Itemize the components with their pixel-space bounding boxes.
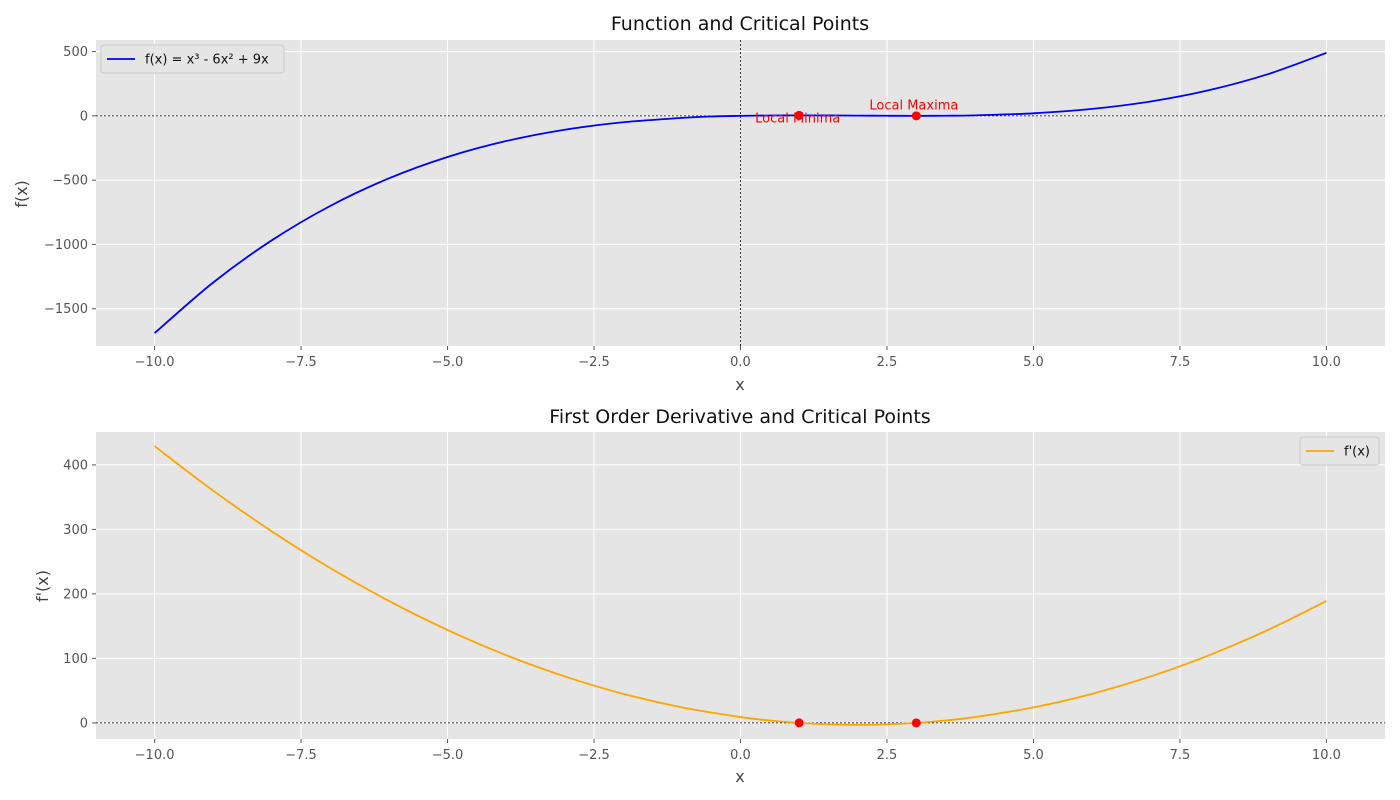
y-tick-label: 200 <box>63 587 88 602</box>
x-tick-label: 10.0 <box>1312 748 1341 763</box>
y-tick-label: −1500 <box>44 302 88 317</box>
y-tick-label: 400 <box>63 458 88 473</box>
legend <box>1299 436 1380 466</box>
x-tick-label: 5.0 <box>1023 748 1044 763</box>
x-tick-label: 0.0 <box>730 355 751 370</box>
chart-title: First Order Derivative and Critical Poin… <box>549 406 930 428</box>
x-tick-label: −10.0 <box>135 355 175 370</box>
legend-label: f(x) = x³ - 6x² + 9x <box>145 53 269 68</box>
x-tick-label: −7.5 <box>285 748 317 763</box>
legend-label: f'(x) <box>1344 445 1370 460</box>
legend <box>100 44 285 74</box>
x-axis-label: x <box>735 767 744 786</box>
y-tick-label: −1000 <box>44 238 88 253</box>
x-tick-label: −2.5 <box>578 748 610 763</box>
x-tick-label: −5.0 <box>432 748 464 763</box>
chart-title: Function and Critical Points <box>611 13 869 35</box>
series-line <box>154 52 1327 334</box>
y-tick-label: 0 <box>80 109 88 124</box>
derivative-chart: First Order Derivative and Critical Poin… <box>33 406 1385 786</box>
x-tick-label: −10.0 <box>135 748 175 763</box>
y-tick-label: 500 <box>63 45 88 60</box>
x-tick-label: 10.0 <box>1312 355 1341 370</box>
y-tick-label: −500 <box>52 174 88 189</box>
annotation-label: Local Maxima <box>869 98 958 113</box>
critical-point-marker <box>794 718 804 728</box>
critical-point-marker <box>911 111 921 121</box>
x-tick-label: 5.0 <box>1023 355 1044 370</box>
function-chart: Function and Critical Points x f(x) −10.… <box>12 13 1385 394</box>
annotation-label: Local Minima <box>755 111 840 126</box>
x-tick-label: 7.5 <box>1170 355 1191 370</box>
y-tick-label: 100 <box>63 652 88 667</box>
x-tick-label: 0.0 <box>730 748 751 763</box>
x-tick-label: 2.5 <box>877 355 898 370</box>
x-tick-label: −2.5 <box>578 355 610 370</box>
y-axis-label: f(x) <box>12 180 31 208</box>
y-tick-label: 300 <box>63 523 88 538</box>
x-tick-label: 2.5 <box>877 748 898 763</box>
y-tick-label: 0 <box>80 716 88 731</box>
x-tick-label: −7.5 <box>285 355 317 370</box>
critical-point-marker <box>911 718 921 728</box>
x-axis-label: x <box>735 375 744 394</box>
critical-point-marker <box>794 110 804 120</box>
x-tick-label: 7.5 <box>1170 748 1191 763</box>
x-tick-label: −5.0 <box>432 355 464 370</box>
y-axis-label: f'(x) <box>33 570 52 602</box>
